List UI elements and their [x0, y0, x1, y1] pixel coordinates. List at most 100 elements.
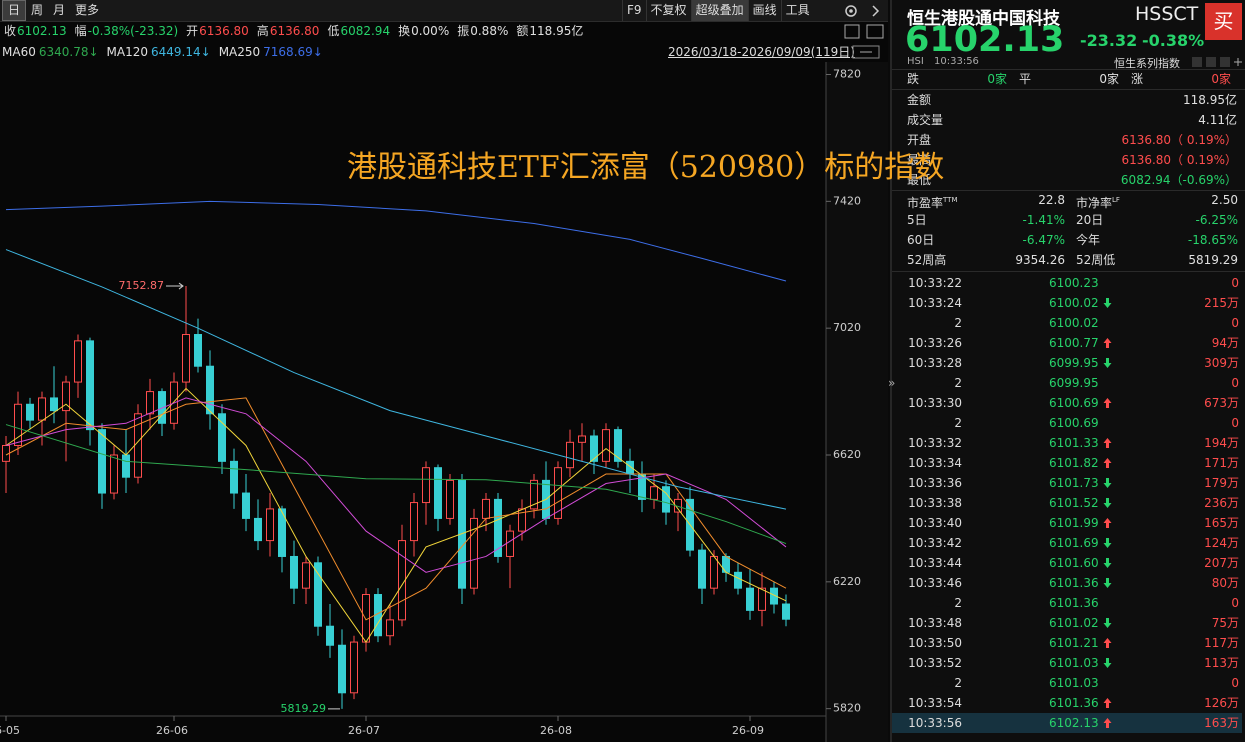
tool-button[interactable]: 画线 — [747, 0, 781, 21]
tick-volume: 94万 — [1211, 336, 1239, 350]
quote-value: 6136.80 — [269, 24, 320, 38]
tick-time: 10:33:40 — [908, 516, 962, 530]
candle-body — [554, 467, 562, 519]
quote-label: 换 — [398, 24, 411, 38]
candle-body — [506, 530, 514, 557]
candle-body — [122, 454, 130, 478]
tick-volume: 163万 — [1204, 716, 1239, 730]
y-tick-label: 5820 — [833, 702, 861, 715]
candle-body — [74, 340, 82, 383]
tick-price: 6101.36 — [1049, 596, 1099, 610]
metric-value: -6.47% — [1022, 233, 1065, 247]
tick-price: 6100.69 — [1049, 416, 1099, 430]
legend-item[interactable]: MA120 6449.14↓ — [107, 45, 211, 59]
tick-volume: 0 — [1231, 596, 1239, 610]
tick-time: 10:33:34 — [908, 456, 962, 470]
tick-row: 10:33:22 6100.23 0 — [892, 273, 1242, 293]
candle-body — [146, 391, 154, 415]
candle-body — [350, 641, 358, 694]
index-code: HSSCT — [1135, 3, 1199, 25]
metric-sup: TTM — [943, 196, 958, 204]
period-tab[interactable]: 日 — [2, 0, 27, 21]
tick-arrow — [1103, 718, 1112, 728]
tick-time: 2 — [954, 596, 962, 610]
candle-body — [410, 502, 418, 542]
quote-value: 6136.80 — [199, 24, 249, 38]
metric-sup: LF — [1112, 196, 1120, 204]
period-tab[interactable]: 月 — [53, 3, 66, 17]
panel-icons[interactable] — [1191, 56, 1243, 68]
change: -23.32 — [1080, 31, 1138, 50]
y-tick-label: 7820 — [833, 68, 861, 81]
quote-item: 开6136.80 — [186, 24, 249, 38]
arrow-shape — [1103, 718, 1112, 728]
candlestick-chart: 5820 6220 6620 7020 7420 7820 26-05 26-06 26-07 2… — [0, 62, 861, 742]
toolbar-icons[interactable] — [843, 3, 883, 19]
arrow-shape — [1103, 658, 1112, 668]
breadth-label: 平 — [1019, 72, 1032, 86]
quote-icons[interactable] — [843, 24, 887, 40]
date-range[interactable]: 2026/03/18-2026/09/09(119日) — [668, 45, 855, 59]
tick-time: 10:33:56 — [908, 716, 962, 730]
tick-arrow — [1103, 338, 1112, 348]
tick-arrow — [1103, 498, 1112, 508]
x-tick-label: 26-07 — [348, 724, 380, 737]
candle-body — [578, 435, 586, 443]
series-name[interactable]: 恒生系列指数 — [1114, 57, 1180, 70]
metric-label: 市盈率TTM — [907, 190, 957, 210]
quote-value: 118.95亿 — [529, 24, 584, 38]
stat-label: 最高 — [907, 153, 932, 167]
tool-button[interactable]: 超级叠加 — [690, 0, 748, 21]
y-tick-label: 7420 — [833, 194, 861, 207]
tick-volume: 113万 — [1204, 656, 1239, 670]
period-tabs: 日周月更多 — [2, 0, 104, 21]
legend-item[interactable]: MA250 7168.69↓ — [219, 45, 323, 59]
candle-body — [86, 340, 94, 431]
buy-button[interactable]: 买 — [1205, 3, 1242, 40]
candle-body — [710, 555, 718, 589]
candle-body — [566, 441, 574, 469]
tick-time: 10:33:46 — [908, 576, 962, 590]
tick-volume: 309万 — [1204, 356, 1239, 370]
tool-button[interactable]: 工具 — [780, 0, 814, 21]
tick-price: 6101.99 — [1049, 516, 1099, 530]
quote-bar: 收6102.13 幅-0.38%(-23.32) 开6136.80 高6136.80 低… — [4, 21, 591, 41]
tick-volume: 75万 — [1211, 616, 1239, 630]
quote-label: 额 — [516, 24, 529, 38]
candle-body — [338, 644, 346, 694]
candle-body — [302, 562, 310, 589]
period-tab[interactable]: 更多 — [75, 3, 100, 17]
arrow-shape — [1103, 458, 1112, 468]
tick-price: 6101.52 — [1049, 496, 1099, 510]
arrow-shape — [1103, 538, 1112, 548]
candle-body — [614, 429, 622, 462]
legend-value: 6449.14↓ — [151, 45, 211, 59]
collapse-icon[interactable] — [852, 45, 882, 59]
candle-body — [422, 467, 430, 504]
metric-value: -18.65% — [1187, 233, 1238, 247]
tool-button[interactable]: F9 — [622, 0, 646, 21]
tick-volume: 179万 — [1204, 476, 1239, 490]
tick-volume: 80万 — [1211, 576, 1239, 590]
tick-arrow — [1103, 618, 1112, 628]
quote-item: 幅-0.38%(-23.32) — [75, 24, 179, 38]
tick-row: 10:33:40 6101.99 165万 — [892, 513, 1242, 533]
panel-toggle[interactable]: » — [888, 376, 896, 390]
candle-body — [230, 460, 238, 494]
ma-legend: MA60 6340.78↓ MA120 6449.14↓ MA250 7168.69↓ — [2, 42, 331, 62]
quote-item: 振0.88% — [457, 24, 508, 38]
tool-button[interactable]: 不复权 — [645, 0, 691, 21]
tick-volume: 0 — [1231, 676, 1239, 690]
candle-body — [518, 508, 526, 532]
candle-body — [50, 397, 58, 412]
metric-name: 5日 — [907, 213, 927, 227]
quote-panel: 恒生港股通中国科技 HSSCT 买 6102.13 -23.32 -0.38% … — [890, 0, 1245, 742]
legend-item[interactable]: MA60 6340.78↓ — [2, 45, 99, 59]
tick-time: 2 — [954, 416, 962, 430]
period-tab[interactable]: 周 — [31, 3, 44, 17]
tick-row: 10:33:26 6100.77 94万 — [892, 333, 1242, 353]
tick-price: 6101.69 — [1049, 536, 1099, 550]
quote-value: 0.00% — [411, 24, 450, 38]
legend-name: MA250 — [218, 45, 261, 59]
